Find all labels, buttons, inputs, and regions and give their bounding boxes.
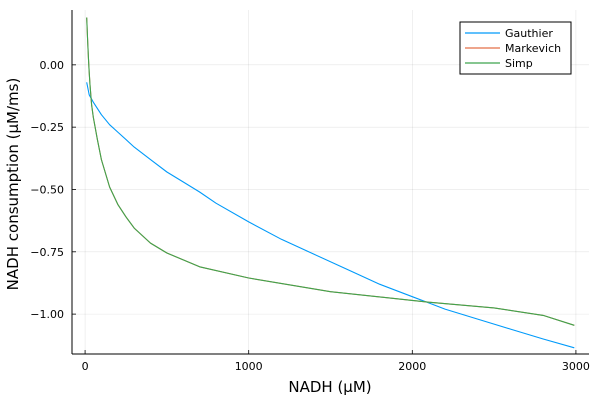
legend: Gauthier Markevich Simp [459, 21, 572, 75]
legend-label: Simp [505, 57, 533, 70]
legend-label: Markevich [505, 42, 561, 55]
grid-lines [72, 10, 589, 354]
y-axis-label: NADH consumption (μM/ms) [4, 78, 22, 291]
x-tick-label: 1000 [235, 360, 263, 373]
y-tick-label: −0.25 [30, 121, 64, 134]
y-tick-label: −0.75 [30, 246, 64, 259]
legend-label: Gauthier [505, 27, 553, 40]
x-tick-label: 3000 [562, 360, 590, 373]
y-tick-label: 0.00 [40, 59, 65, 72]
x-tick-label: 0 [82, 360, 89, 373]
series-line-simp [86, 17, 575, 326]
axes [71, 10, 589, 355]
x-axis-label: NADH (μM) [288, 378, 371, 396]
tick-labels: 0 1000 2000 3000 0.00 −0.25 −0.50 −0.75 −1.00 [30, 59, 590, 373]
series-lines [86, 17, 575, 349]
series-line-gauthier [86, 82, 575, 349]
x-tick-label: 2000 [398, 360, 426, 373]
y-tick-label: −0.50 [30, 183, 64, 196]
y-tick-label: −1.00 [30, 308, 64, 321]
